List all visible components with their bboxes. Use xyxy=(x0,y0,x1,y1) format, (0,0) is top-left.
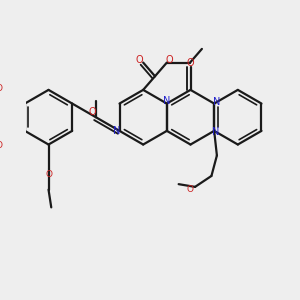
Text: O: O xyxy=(135,55,143,65)
Text: O: O xyxy=(165,55,173,65)
Text: O: O xyxy=(0,84,3,93)
Text: O: O xyxy=(45,169,52,178)
Text: N: N xyxy=(212,127,219,137)
Text: O: O xyxy=(187,58,194,68)
Text: N: N xyxy=(163,96,170,106)
Text: O: O xyxy=(187,185,194,194)
Text: N: N xyxy=(213,97,220,107)
Text: O: O xyxy=(89,107,96,117)
Text: N: N xyxy=(112,126,120,136)
Text: O: O xyxy=(0,141,3,150)
